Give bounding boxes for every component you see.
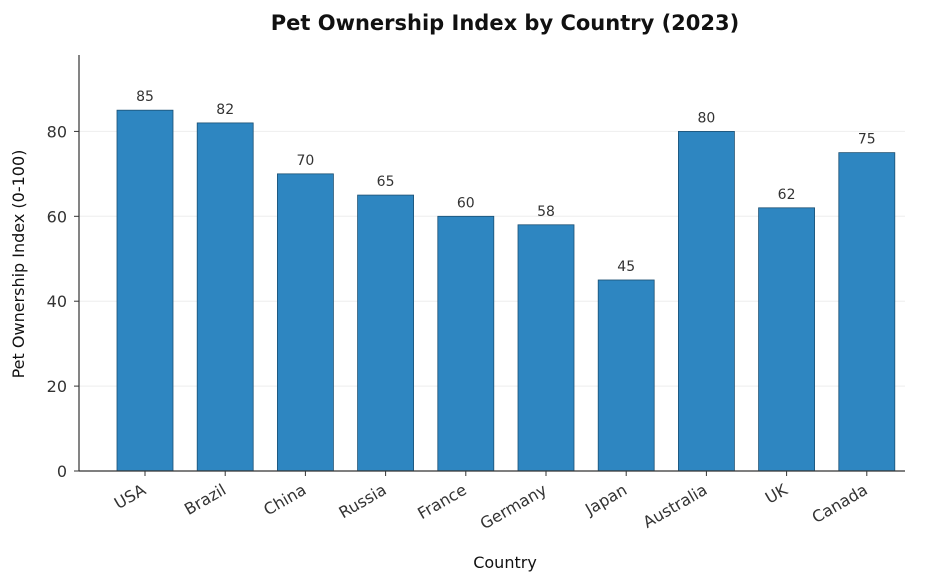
bar-australia bbox=[678, 131, 735, 472]
value-label: 58 bbox=[537, 204, 555, 220]
x-tick-label: UK bbox=[762, 480, 791, 508]
y-axis-label: Pet Ownership Index (0-100) bbox=[9, 150, 28, 379]
bar-uk bbox=[758, 207, 815, 472]
bar-japan bbox=[597, 279, 655, 472]
x-axis-label: Country bbox=[473, 553, 537, 572]
y-tick-label: 20 bbox=[47, 377, 67, 396]
x-tick-label: France bbox=[414, 480, 470, 523]
y-tick-label: 80 bbox=[47, 122, 67, 141]
bars bbox=[116, 109, 896, 472]
bar-germany bbox=[517, 224, 575, 472]
x-tick-label: Brazil bbox=[181, 480, 229, 519]
x-tick-label: Germany bbox=[477, 480, 550, 533]
value-label: 85 bbox=[136, 89, 154, 105]
x-tick-label: Japan bbox=[581, 480, 630, 519]
x-ticks: USA Brazil China Russia France Germany Japan Au… bbox=[111, 471, 871, 533]
value-label: 65 bbox=[377, 174, 395, 190]
value-label: 60 bbox=[457, 195, 475, 211]
value-label: 70 bbox=[296, 153, 314, 169]
y-ticks: 0 20 40 60 80 bbox=[47, 122, 79, 481]
axes bbox=[78, 55, 905, 472]
value-label: 82 bbox=[216, 102, 234, 118]
x-tick-label: China bbox=[260, 480, 309, 519]
value-label: 45 bbox=[617, 259, 635, 275]
value-label: 80 bbox=[697, 110, 715, 126]
chart-title: Pet Ownership Index by Country (2023) bbox=[271, 11, 739, 35]
bar-canada bbox=[838, 152, 896, 472]
value-label: 62 bbox=[778, 187, 796, 203]
value-label: 75 bbox=[858, 132, 876, 148]
y-tick-label: 40 bbox=[47, 292, 67, 311]
bar-china bbox=[276, 173, 334, 472]
bar-france bbox=[437, 215, 495, 472]
bar-brazil bbox=[196, 122, 254, 472]
x-tick-label: USA bbox=[111, 480, 149, 513]
bar-usa bbox=[116, 109, 174, 472]
y-tick-label: 0 bbox=[57, 462, 67, 481]
y-tick-label: 60 bbox=[47, 207, 67, 226]
x-tick-label: Canada bbox=[809, 480, 871, 527]
value-labels: 85 82 70 65 60 58 45 80 62 75 bbox=[136, 89, 876, 275]
bar-russia bbox=[357, 194, 415, 472]
x-tick-label: Russia bbox=[336, 480, 390, 522]
x-tick-label: Australia bbox=[640, 480, 711, 532]
